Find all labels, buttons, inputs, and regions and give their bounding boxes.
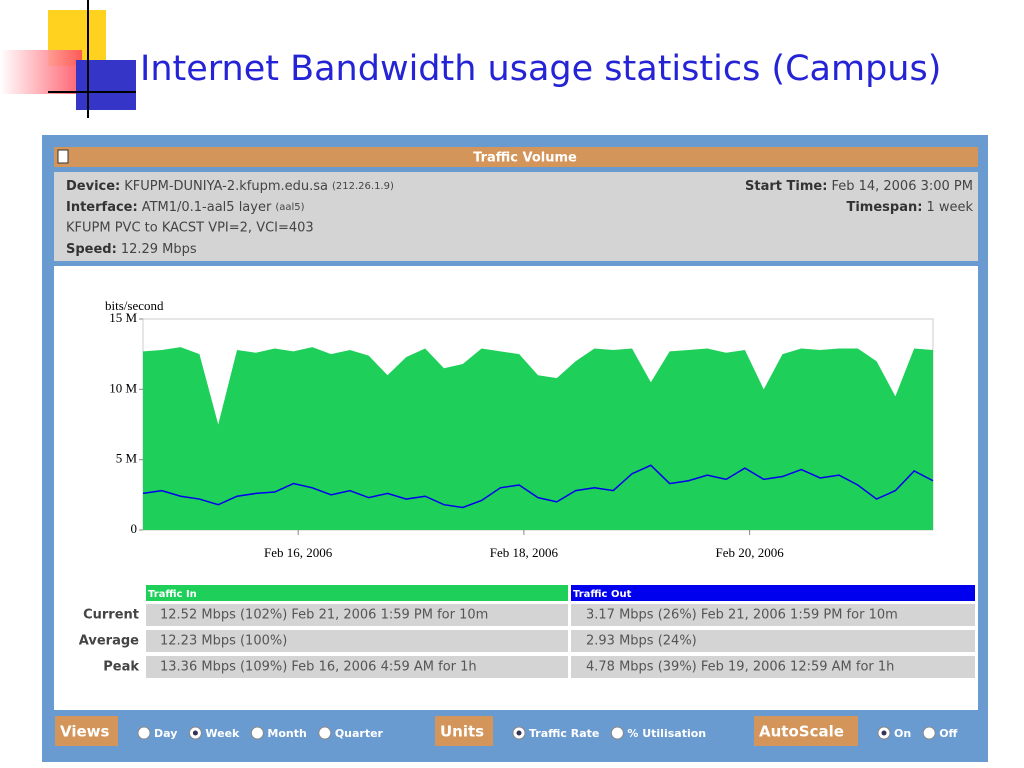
control-label: Units [440,723,484,741]
panel-title: Traffic Volume [473,151,577,166]
timespan: Timespan: 1 week [846,200,973,215]
radio-dot [516,730,522,736]
radio[interactable] [922,726,936,740]
info-box [54,172,978,261]
radio-dot [192,730,198,736]
radio-label[interactable]: On [894,727,911,740]
radio-dot [881,730,887,736]
value: KFUPM-DUNIYA-2.kfupm.edu.sa [124,179,328,194]
y-tick-label: 10 M [109,380,137,395]
radio-label[interactable]: Quarter [335,727,384,740]
cell: 12.52 Mbps (102%) Feb 21, 2006 1:59 PM f… [160,608,488,623]
label: Speed: [66,242,117,257]
label: Interface: [66,200,138,215]
label: Start Time: [745,179,827,194]
control-label: AutoScale [759,723,844,741]
y-axis-label: bits/second [105,298,164,313]
value: 1 week [926,200,973,215]
y-tick-label: 5 M [116,451,138,466]
y-tick-label: 0 [131,521,138,536]
radio[interactable] [250,726,264,740]
cell-bg [146,656,568,678]
legend-in [146,585,568,601]
controls: Views Day Week Month Quarter Units Traffic Rat… [55,716,958,746]
radio[interactable] [610,726,624,740]
cell: 13.36 Mbps (109%) Feb 16, 2006 4:59 AM f… [160,660,477,675]
value: ATM1/0.1-aal5 layer [142,200,272,215]
cell-bg [146,630,568,652]
y-tick-label: 15 M [109,310,137,325]
row-label: Current [83,608,139,623]
row-label: Peak [103,660,139,675]
radio[interactable] [137,726,151,740]
deco-blue [76,60,136,110]
control-label-bg [754,716,858,746]
note: (aal5) [275,202,304,213]
cell-bg [571,604,975,626]
slide-title: Internet Bandwidth usage statistics (Cam… [140,49,941,89]
radio[interactable] [318,726,332,740]
line-series [142,464,934,509]
plot: 0 5 M 10 M 15 M Feb 16, 2006 Feb 18, 2006 Feb … [109,310,934,560]
cell: 2.93 Mbps (24%) [586,634,697,649]
radio-label[interactable]: Day [154,727,177,740]
radio-label[interactable]: Traffic Rate [529,727,599,740]
cell: 4.78 Mbps (39%) Feb 19, 2006 12:59 AM fo… [586,660,894,675]
device: Device: KFUPM-DUNIYA-2.kfupm.edu.sa (212.2… [66,179,394,194]
legend-out [571,585,975,601]
x-tick-label: Feb 20, 2006 [715,545,784,560]
cell-bg [571,656,975,678]
control-label-bg [55,716,118,746]
area-series [143,347,933,530]
label: Device: [66,179,120,194]
label: Timespan: [846,200,922,215]
row-label: Average [79,634,139,649]
speed: Speed: 12.29 Mbps [66,242,197,257]
radio-label[interactable]: Month [267,727,306,740]
x-tick-label: Feb 16, 2006 [264,545,333,560]
cell-bg [146,604,568,626]
legend-label: Traffic Out [573,589,632,600]
control-label-bg [435,716,493,746]
deco-red [0,50,82,94]
value: Feb 14, 2006 3:00 PM [831,179,973,194]
cell: 3.17 Mbps (26%) Feb 21, 2006 1:59 PM for… [586,608,898,623]
radio-label[interactable]: Week [205,727,240,740]
stats-table: Traffic In Traffic Out Current 12.52 Mbps (… [79,585,975,678]
radio-label[interactable]: Off [939,727,957,740]
value: 12.29 Mbps [121,242,197,257]
x-tick-label: Feb 18, 2006 [490,545,559,560]
cell-bg [571,630,975,652]
interface: Interface: ATM1/0.1-aal5 layer (aal5) [66,200,305,215]
panel-icon [57,149,69,164]
start-time: Start Time: Feb 14, 2006 3:00 PM [745,179,973,194]
cell: 12.23 Mbps (100%) [160,634,287,649]
panel-titlebar [54,147,978,167]
control-label: Views [60,723,110,741]
note: (212.26.1.9) [332,181,394,192]
legend-label: Traffic In [148,589,197,600]
radio-label[interactable]: % Utilisation [627,727,706,740]
description: KFUPM PVC to KACST VPI=2, VCI=403 [66,221,314,236]
